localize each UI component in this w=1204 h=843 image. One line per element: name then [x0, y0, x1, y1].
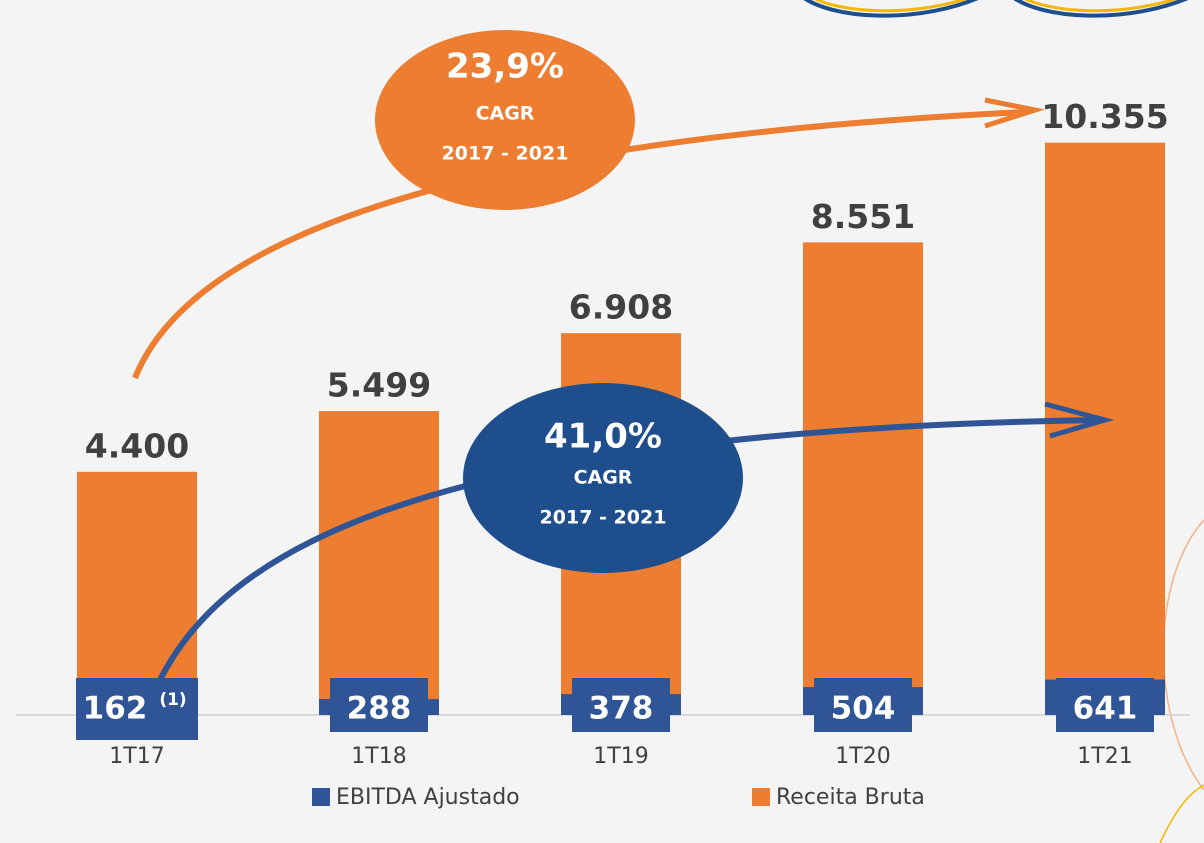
x-tick-label: 1T21 — [1077, 744, 1132, 769]
x-tick-label: 1T19 — [593, 744, 648, 769]
data-label: 288 — [347, 691, 412, 727]
data-label: 378 — [589, 691, 654, 727]
x-tick-label: 1T20 — [835, 744, 890, 769]
bar — [803, 242, 923, 715]
data-label: 5.499 — [327, 366, 431, 405]
x-tick-label: 1T18 — [351, 744, 406, 769]
legend-swatch — [752, 788, 770, 806]
footnote-marker: (1) — [159, 690, 186, 710]
data-label: 6.908 — [569, 288, 673, 327]
cagr-period: 2017 - 2021 — [540, 507, 667, 529]
legend-label: EBITDA Ajustado — [336, 785, 520, 810]
data-label: 504 — [831, 691, 896, 727]
cagr-label: CAGR — [574, 467, 633, 489]
cagr-rate: 41,0% — [544, 417, 662, 457]
cagr-label: CAGR — [476, 103, 535, 125]
data-label: 4.400 — [85, 426, 189, 465]
data-label: 10.355 — [1041, 97, 1168, 136]
data-label: 8.551 — [811, 197, 915, 236]
bar — [1045, 143, 1165, 715]
bar — [319, 411, 439, 715]
chart: 1T17 4.400 162 (1) 1T18 5.499 288 1T19 6.908 378 1… — [0, 0, 1204, 843]
data-label: 641 — [1073, 691, 1138, 727]
cagr-rate: 23,9% — [446, 47, 564, 87]
legend-label: Receita Bruta — [776, 785, 925, 810]
data-label: 162 — [83, 691, 148, 727]
cagr-period: 2017 - 2021 — [442, 143, 569, 165]
x-tick-label: 1T17 — [109, 744, 164, 769]
legend-swatch — [312, 788, 330, 806]
